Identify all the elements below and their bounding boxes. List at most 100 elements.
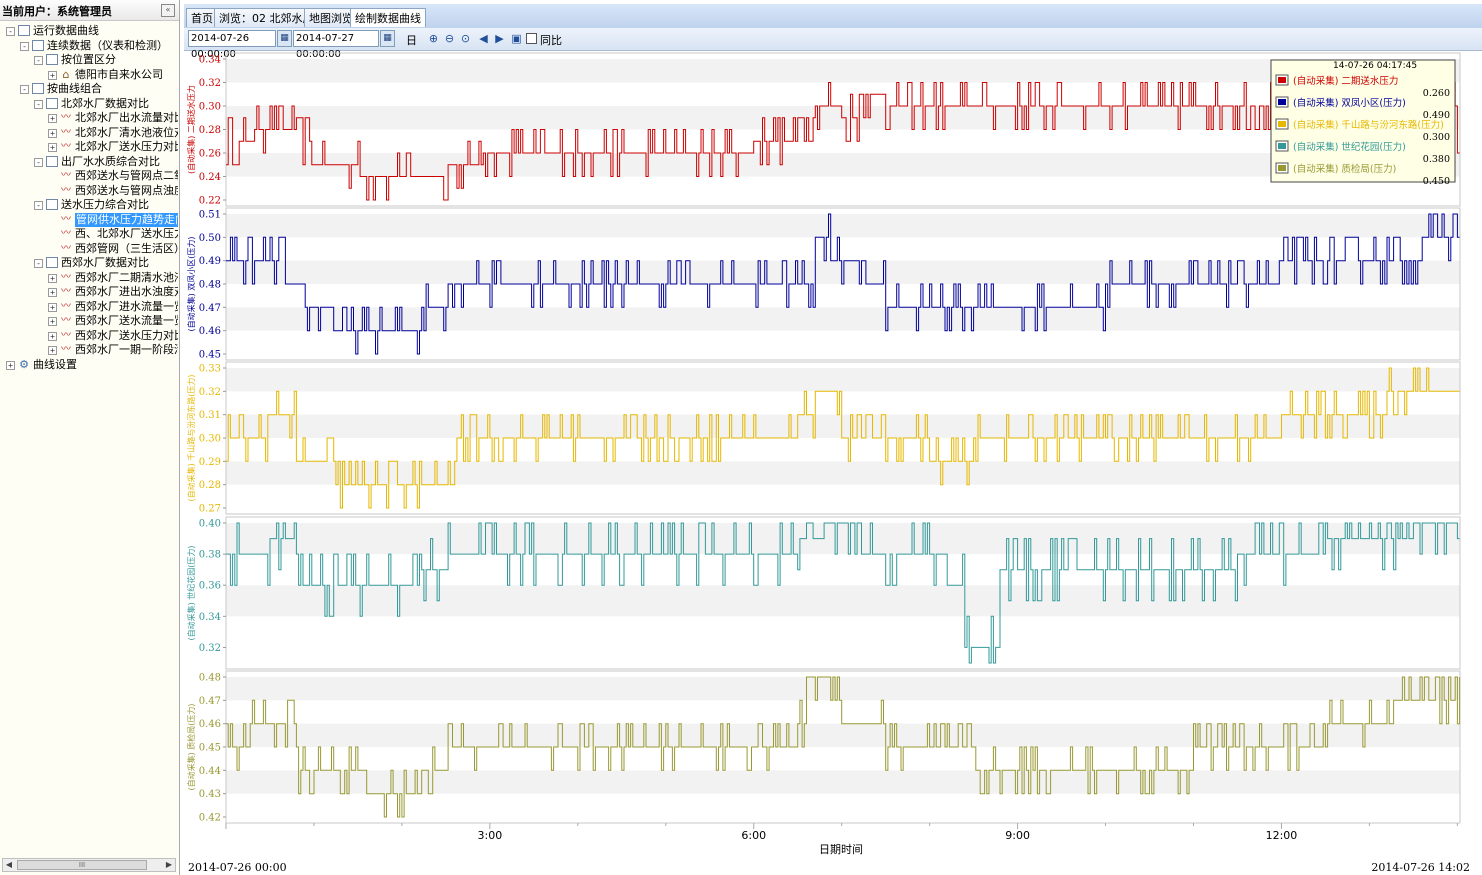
series-line: [226, 213, 1460, 355]
tree-node-label[interactable]: 西郊送水与管网点浊度对: [75, 183, 178, 197]
expand-icon[interactable]: +: [48, 70, 57, 80]
tree-node-label[interactable]: 西郊水厂送水压力对比: [75, 328, 178, 342]
gear-icon: ⚙: [19, 357, 29, 371]
period-selector[interactable]: 日: [406, 34, 417, 47]
y-tick-label: 0.46: [199, 326, 221, 337]
expand-icon[interactable]: +: [48, 331, 57, 341]
sidebar-tree-panel: 当前用户：系统管理员 « - 运行数据曲线 - 连续数据（仪表和检测） - 按位置区分 + ⌂…: [0, 0, 180, 875]
y-axis-label: (自动采集) 质检局(压力): [186, 703, 196, 790]
expand-icon[interactable]: +: [48, 128, 57, 138]
collapse-icon[interactable]: -: [34, 259, 43, 268]
tree-node-label[interactable]: 西郊水厂数据对比: [61, 256, 149, 269]
y-tick-label: 0.49: [199, 256, 221, 267]
y-tick-label: 0.28: [199, 125, 221, 136]
tree-node-label[interactable]: 出厂水水质综合对比: [61, 154, 160, 168]
zoom-in-icon[interactable]: ⊕: [428, 32, 439, 45]
tree-node-label[interactable]: 管网供水压力趋势走向对: [75, 212, 178, 227]
start-calendar-icon[interactable]: ▦: [277, 30, 292, 47]
y-tick-label: 0.29: [199, 457, 221, 468]
scroll-right-icon[interactable]: ▶: [165, 860, 173, 869]
legend-value: 0.260: [1423, 88, 1450, 99]
collapse-icon[interactable]: -: [34, 157, 43, 167]
collapse-icon[interactable]: -: [6, 27, 15, 36]
curve-settings-icon[interactable]: ▣: [511, 32, 522, 45]
previous-period-icon[interactable]: ◀: [479, 32, 488, 45]
tree-node-label[interactable]: 西郊水厂一期一阶段清水: [75, 343, 178, 356]
legend-value: 0.450: [1423, 176, 1450, 187]
horizontal-scrollbar[interactable]: ◀ III ▶: [2, 858, 176, 872]
expand-icon[interactable]: +: [48, 346, 57, 355]
folder-icon: [32, 39, 44, 51]
tab-browse-beijiao[interactable]: 浏览：02 北郊水厂: [214, 8, 319, 27]
legend-value: 0.490: [1423, 110, 1450, 121]
expand-icon[interactable]: +: [48, 317, 57, 326]
tree-node-label[interactable]: 按曲线组合: [47, 82, 102, 95]
tree-node-label[interactable]: 运行数据曲线: [33, 24, 99, 37]
grid-band: [226, 368, 1460, 392]
compare-checkbox[interactable]: [526, 33, 537, 44]
tab-draw-curve[interactable]: 绘制数据曲线: [350, 8, 426, 27]
grid-band: [226, 59, 1460, 83]
y-tick-label: 0.28: [199, 480, 221, 491]
chart-area: 0.22 0.24 0.26 0.28 0.30 0.32 0.34 (自动采集) 二期送水压…: [186, 52, 1461, 856]
scroll-left-icon[interactable]: ◀: [5, 860, 13, 869]
legend-box: [1270, 59, 1456, 183]
end-calendar-icon[interactable]: ▦: [380, 30, 395, 47]
tree-node-label[interactable]: 西郊水厂进水流量一览: [75, 299, 178, 313]
tree-node-label[interactable]: 北郊水厂出水流量对比: [75, 111, 178, 124]
collapse-icon[interactable]: -: [34, 201, 43, 210]
expand-icon[interactable]: +: [48, 288, 57, 297]
tree-node-label[interactable]: 按位置区分: [61, 53, 116, 66]
chart-icon: 〰: [61, 228, 71, 239]
expand-icon[interactable]: +: [48, 143, 57, 152]
collapse-panel-button[interactable]: «: [161, 4, 175, 17]
tree-node-label[interactable]: 送水压力综合对比: [61, 198, 149, 211]
series-line: [226, 522, 1460, 664]
tree-node-label[interactable]: 西郊水厂二期清水池液位: [75, 270, 178, 284]
grid-band: [226, 260, 1460, 284]
expand-icon[interactable]: +: [48, 273, 57, 283]
y-tick-label: 0.34: [199, 612, 221, 623]
collapse-icon[interactable]: -: [34, 99, 43, 109]
tree-node-label[interactable]: 西郊水厂进出水浊度对比: [75, 285, 178, 298]
y-tick-label: 0.48: [199, 280, 221, 291]
series-line: [226, 676, 1461, 818]
tree-node-label[interactable]: 西郊管网（三生活区）出: [75, 241, 178, 255]
end-date-input[interactable]: 2014-07-27 00:00:00: [293, 30, 379, 60]
grid-band: [226, 214, 1460, 238]
expand-icon[interactable]: +: [48, 302, 57, 312]
chart-icon: 〰: [61, 271, 71, 283]
x-tick-label: 12:00: [1266, 829, 1298, 842]
collapse-icon[interactable]: -: [34, 56, 43, 65]
tree-node-label[interactable]: 西郊送水与管网点二氧化: [75, 169, 178, 182]
tree-node-label[interactable]: 德阳市自来水公司: [75, 67, 163, 81]
y-tick-label: 0.24: [199, 172, 221, 183]
legend-timestamp: 14-07-26 04:17:45: [1333, 61, 1417, 71]
zoom-reset-icon[interactable]: ⊙: [460, 32, 471, 45]
zoom-out-icon[interactable]: ⊖: [444, 32, 455, 45]
y-tick-label: 0.46: [199, 719, 221, 730]
legend-swatch: [1278, 77, 1286, 83]
tree-node-label[interactable]: 北郊水厂清水池液位对比: [75, 125, 178, 139]
tab-bar: 首页 浏览：02 北郊水厂 地图浏览 绘制数据曲线: [184, 4, 1482, 29]
tree-node-label[interactable]: 北郊水厂送水压力对比: [75, 140, 178, 153]
scroll-thumb[interactable]: III: [17, 860, 147, 870]
next-period-icon[interactable]: ▶: [495, 32, 504, 45]
tree-node-label[interactable]: 北郊水厂数据对比: [61, 96, 149, 110]
start-date-input[interactable]: 2014-07-26 00:00:00: [188, 30, 276, 60]
expand-icon[interactable]: +: [6, 360, 15, 370]
tab-map-browse[interactable]: 地图浏览: [304, 8, 358, 27]
x-end-date: 2014-07-26 14:02: [1371, 861, 1470, 874]
chart-icon: 〰: [61, 315, 71, 326]
compare-label: 同比: [540, 34, 562, 47]
tree-node-label[interactable]: 连续数据（仪表和检测）: [47, 38, 168, 52]
tab-home[interactable]: 首页: [186, 8, 218, 27]
expand-icon[interactable]: +: [48, 114, 57, 123]
collapse-icon[interactable]: -: [20, 85, 29, 94]
grid-band: [226, 414, 1460, 438]
collapse-icon[interactable]: -: [20, 41, 29, 51]
tree-node-label[interactable]: 西、北郊水厂送水压力对: [75, 227, 178, 240]
tree-node-label[interactable]: 西郊水厂送水流量一览: [75, 314, 178, 327]
folder-icon: [46, 155, 58, 167]
tree-node-label[interactable]: 曲线设置: [33, 357, 77, 371]
